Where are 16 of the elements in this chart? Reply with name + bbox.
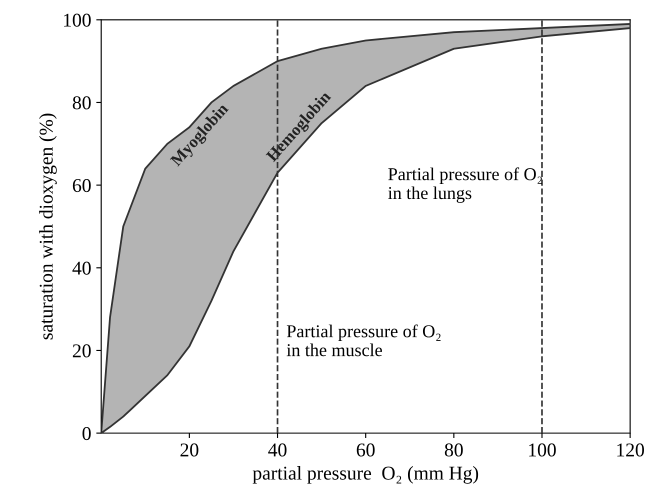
- y-axis-title: saturation with dioxygen (%): [39, 114, 57, 340]
- ref-line-label: Partial pressure of O₂ in the muscle: [286, 324, 441, 356]
- y-tick-label: 0: [82, 426, 91, 440]
- y-tick-label: 20: [72, 344, 91, 358]
- x-tick-label: 40: [268, 443, 287, 457]
- x-tick-label: 20: [180, 443, 198, 457]
- y-tick-label: 40: [72, 262, 91, 275]
- y-tick-label: 80: [72, 96, 91, 110]
- y-tick-label: 60: [72, 178, 91, 192]
- ref-line-label: Partial pressure of O₂ in the lungs: [388, 167, 542, 203]
- y-tick-label: 100: [64, 14, 91, 27]
- x-tick-label: 80: [444, 443, 463, 457]
- x-tick-label: 100: [529, 443, 556, 457]
- x-tick-label: 120: [617, 443, 644, 457]
- x-axis-title: partial pressure O₂ (mm Hg): [252, 466, 478, 484]
- x-tick-label: 60: [356, 443, 375, 457]
